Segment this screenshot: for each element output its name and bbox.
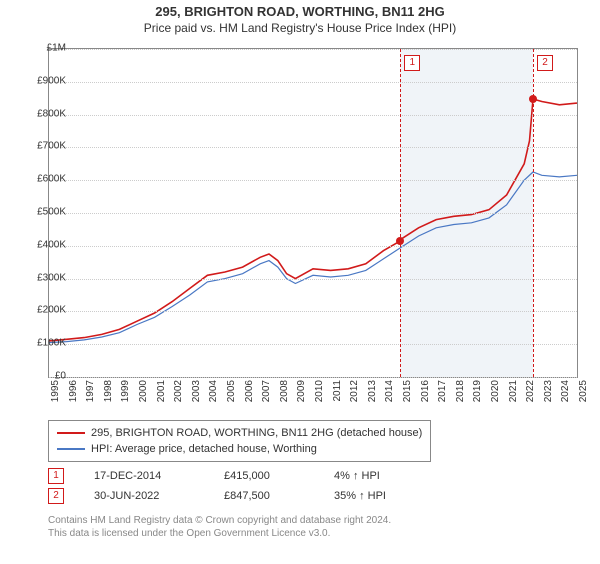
footer-attribution: Contains HM Land Registry data © Crown c… xyxy=(48,514,391,540)
y-tick-label: £400K xyxy=(37,239,66,250)
footer-line: This data is licensed under the Open Gov… xyxy=(48,527,391,540)
sale-date: 30-JUN-2022 xyxy=(94,490,194,502)
x-tick-label: 2020 xyxy=(490,380,501,410)
plot-area: 12 xyxy=(48,48,578,378)
sale-marker-box: 2 xyxy=(537,55,553,71)
x-tick-label: 1995 xyxy=(50,380,61,410)
y-tick-label: £100K xyxy=(37,338,66,349)
sale-price: £847,500 xyxy=(224,490,304,502)
sale-point xyxy=(529,95,537,103)
gridline xyxy=(49,49,577,50)
x-tick-label: 2019 xyxy=(472,380,483,410)
chart-title: 295, BRIGHTON ROAD, WORTHING, BN11 2HG xyxy=(0,4,600,19)
x-tick-label: 1999 xyxy=(120,380,131,410)
gridline xyxy=(49,344,577,345)
y-tick-label: £800K xyxy=(37,108,66,119)
y-tick-label: £600K xyxy=(37,174,66,185)
sale-date: 17-DEC-2014 xyxy=(94,470,194,482)
gridline xyxy=(49,82,577,83)
series-hpi xyxy=(49,172,577,343)
gridline xyxy=(49,377,577,378)
sale-point xyxy=(396,237,404,245)
legend-item: 295, BRIGHTON ROAD, WORTHING, BN11 2HG (… xyxy=(57,425,422,441)
y-tick-label: £300K xyxy=(37,272,66,283)
x-tick-label: 2010 xyxy=(314,380,325,410)
legend-label: 295, BRIGHTON ROAD, WORTHING, BN11 2HG (… xyxy=(91,425,422,441)
gridline xyxy=(49,115,577,116)
x-tick-label: 2014 xyxy=(384,380,395,410)
x-tick-label: 2004 xyxy=(208,380,219,410)
sales-table: 1 17-DEC-2014 £415,000 4% ↑ HPI 2 30-JUN… xyxy=(48,466,386,506)
x-tick-label: 2025 xyxy=(578,380,589,410)
legend-item: HPI: Average price, detached house, Wort… xyxy=(57,441,422,457)
sales-row: 2 30-JUN-2022 £847,500 35% ↑ HPI xyxy=(48,486,386,506)
sale-diff: 4% ↑ HPI xyxy=(334,470,380,482)
x-tick-label: 2006 xyxy=(244,380,255,410)
x-tick-label: 2007 xyxy=(261,380,272,410)
legend-label: HPI: Average price, detached house, Wort… xyxy=(91,441,317,457)
legend-swatch xyxy=(57,448,85,450)
x-tick-label: 2001 xyxy=(156,380,167,410)
sale-marker-box: 1 xyxy=(48,468,64,484)
x-tick-label: 2005 xyxy=(226,380,237,410)
sales-row: 1 17-DEC-2014 £415,000 4% ↑ HPI xyxy=(48,466,386,486)
x-tick-label: 2011 xyxy=(332,380,343,410)
gridline xyxy=(49,279,577,280)
x-tick-label: 2009 xyxy=(296,380,307,410)
x-tick-label: 2002 xyxy=(173,380,184,410)
x-tick-label: 2015 xyxy=(402,380,413,410)
gridline xyxy=(49,180,577,181)
gridline xyxy=(49,213,577,214)
legend-swatch xyxy=(57,432,85,434)
sale-diff: 35% ↑ HPI xyxy=(334,490,386,502)
x-tick-label: 2018 xyxy=(455,380,466,410)
gridline xyxy=(49,246,577,247)
sale-marker-box: 2 xyxy=(48,488,64,504)
y-tick-label: £700K xyxy=(37,141,66,152)
x-tick-label: 2000 xyxy=(138,380,149,410)
chart-subtitle: Price paid vs. HM Land Registry's House … xyxy=(0,21,600,35)
chart-container: 295, BRIGHTON ROAD, WORTHING, BN11 2HG P… xyxy=(0,4,600,564)
legend: 295, BRIGHTON ROAD, WORTHING, BN11 2HG (… xyxy=(48,420,431,462)
x-tick-label: 1998 xyxy=(103,380,114,410)
gridline xyxy=(49,311,577,312)
x-tick-label: 1996 xyxy=(68,380,79,410)
y-tick-label: £1M xyxy=(47,43,66,54)
y-tick-label: £900K xyxy=(37,75,66,86)
x-tick-label: 1997 xyxy=(85,380,96,410)
sale-marker-box: 1 xyxy=(404,55,420,71)
y-tick-label: £500K xyxy=(37,207,66,218)
x-tick-label: 2024 xyxy=(560,380,571,410)
x-tick-label: 2013 xyxy=(367,380,378,410)
sale-vline xyxy=(400,49,401,377)
series-property xyxy=(49,99,577,341)
x-tick-label: 2012 xyxy=(349,380,360,410)
x-tick-label: 2022 xyxy=(525,380,536,410)
sale-price: £415,000 xyxy=(224,470,304,482)
y-tick-label: £200K xyxy=(37,305,66,316)
x-tick-label: 2003 xyxy=(191,380,202,410)
footer-line: Contains HM Land Registry data © Crown c… xyxy=(48,514,391,527)
x-tick-label: 2008 xyxy=(279,380,290,410)
gridline xyxy=(49,147,577,148)
x-tick-label: 2021 xyxy=(508,380,519,410)
x-tick-label: 2016 xyxy=(420,380,431,410)
x-tick-label: 2023 xyxy=(543,380,554,410)
x-tick-label: 2017 xyxy=(437,380,448,410)
